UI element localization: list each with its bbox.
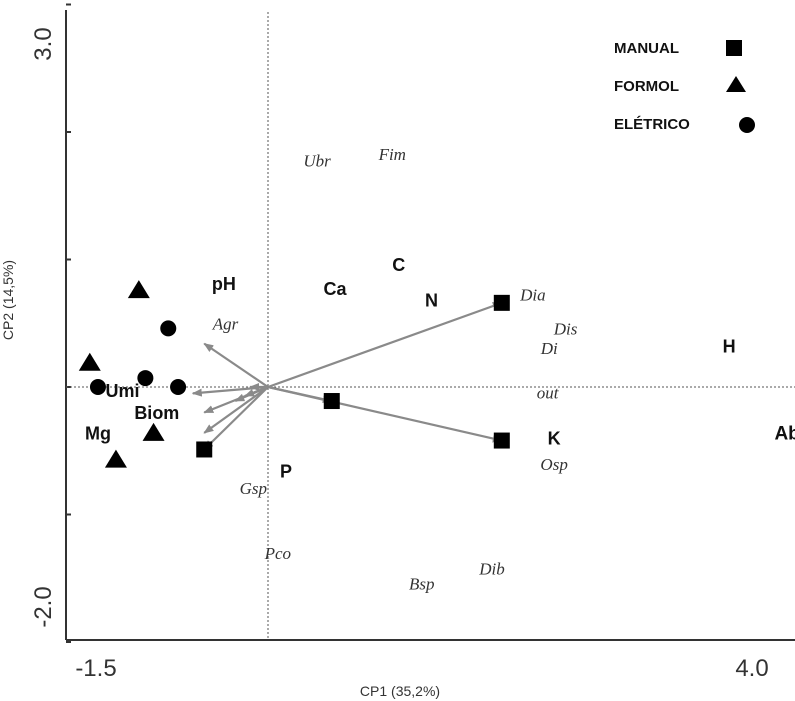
legend-label-eletrico: ELÉTRICO: [614, 116, 690, 133]
environmental-label: Abundância: [774, 423, 795, 444]
environmental-label: Umi: [105, 381, 139, 401]
species-label: Dia: [519, 285, 546, 304]
eletrico-point: [89, 379, 106, 395]
species-label: Gsp: [240, 479, 267, 498]
biplot-vector: [203, 342, 269, 388]
species-label: out: [537, 383, 560, 402]
legend-marker-circle: [739, 117, 755, 133]
x-tick-max: 4.0: [735, 655, 768, 682]
species-label: Osp: [540, 455, 567, 474]
species-label: Pco: [264, 544, 291, 563]
species-label: Di: [540, 339, 558, 358]
environmental-label: H: [723, 337, 736, 357]
environmental-label: Biom: [134, 403, 179, 423]
manual-point: [196, 441, 213, 458]
species-label: Ubr: [303, 151, 331, 170]
y-tick-max: 3.0: [30, 27, 57, 60]
environmental-label: pH: [212, 274, 236, 294]
legend-label-manual: MANUAL: [614, 40, 679, 57]
species-label: Dib: [478, 559, 505, 578]
formol-point: [104, 449, 127, 468]
x-tick-min: -1.5: [75, 655, 116, 682]
biplot-vectors: [191, 301, 503, 451]
plot-axes: [65, 3, 795, 643]
environmental-label: P: [280, 462, 292, 482]
biplot-vector: [267, 385, 333, 403]
manual-point: [493, 432, 510, 449]
environmental-label: C: [392, 255, 405, 275]
species-label: Fim: [378, 145, 406, 164]
species-label: Agr: [212, 315, 239, 334]
legend-marker-triangle: [726, 76, 746, 92]
y-tick-min: -2.0: [30, 586, 57, 627]
eletrico-point: [137, 370, 154, 387]
formol-point: [78, 352, 101, 371]
legend: MANUAL FORMOL ELÉTRICO: [614, 40, 755, 133]
environmental-label: N: [425, 291, 438, 311]
x-axis-title: CP1 (35,2%): [360, 683, 440, 699]
biplot-vector: [244, 385, 269, 397]
sample-points: [78, 280, 510, 468]
formol-point: [127, 280, 150, 299]
manual-point: [493, 294, 510, 311]
formol-point: [142, 422, 165, 441]
species-label: Dis: [553, 320, 578, 339]
biplot-vector: [203, 386, 269, 451]
biplot-vector: [203, 386, 269, 434]
eletrico-point: [170, 379, 187, 395]
legend-label-formol: FORMOL: [614, 78, 679, 95]
y-axis-title: CP2 (14,5%): [0, 260, 16, 340]
species-label: Bsp: [409, 575, 435, 594]
environmental-label: Ca: [324, 279, 348, 299]
manual-point: [323, 393, 340, 410]
environmental-label: Mg: [85, 423, 111, 443]
eletrico-point: [160, 320, 177, 337]
biplot-vector: [267, 301, 503, 389]
environmental-label: K: [548, 428, 561, 448]
legend-marker-square: [726, 40, 742, 56]
